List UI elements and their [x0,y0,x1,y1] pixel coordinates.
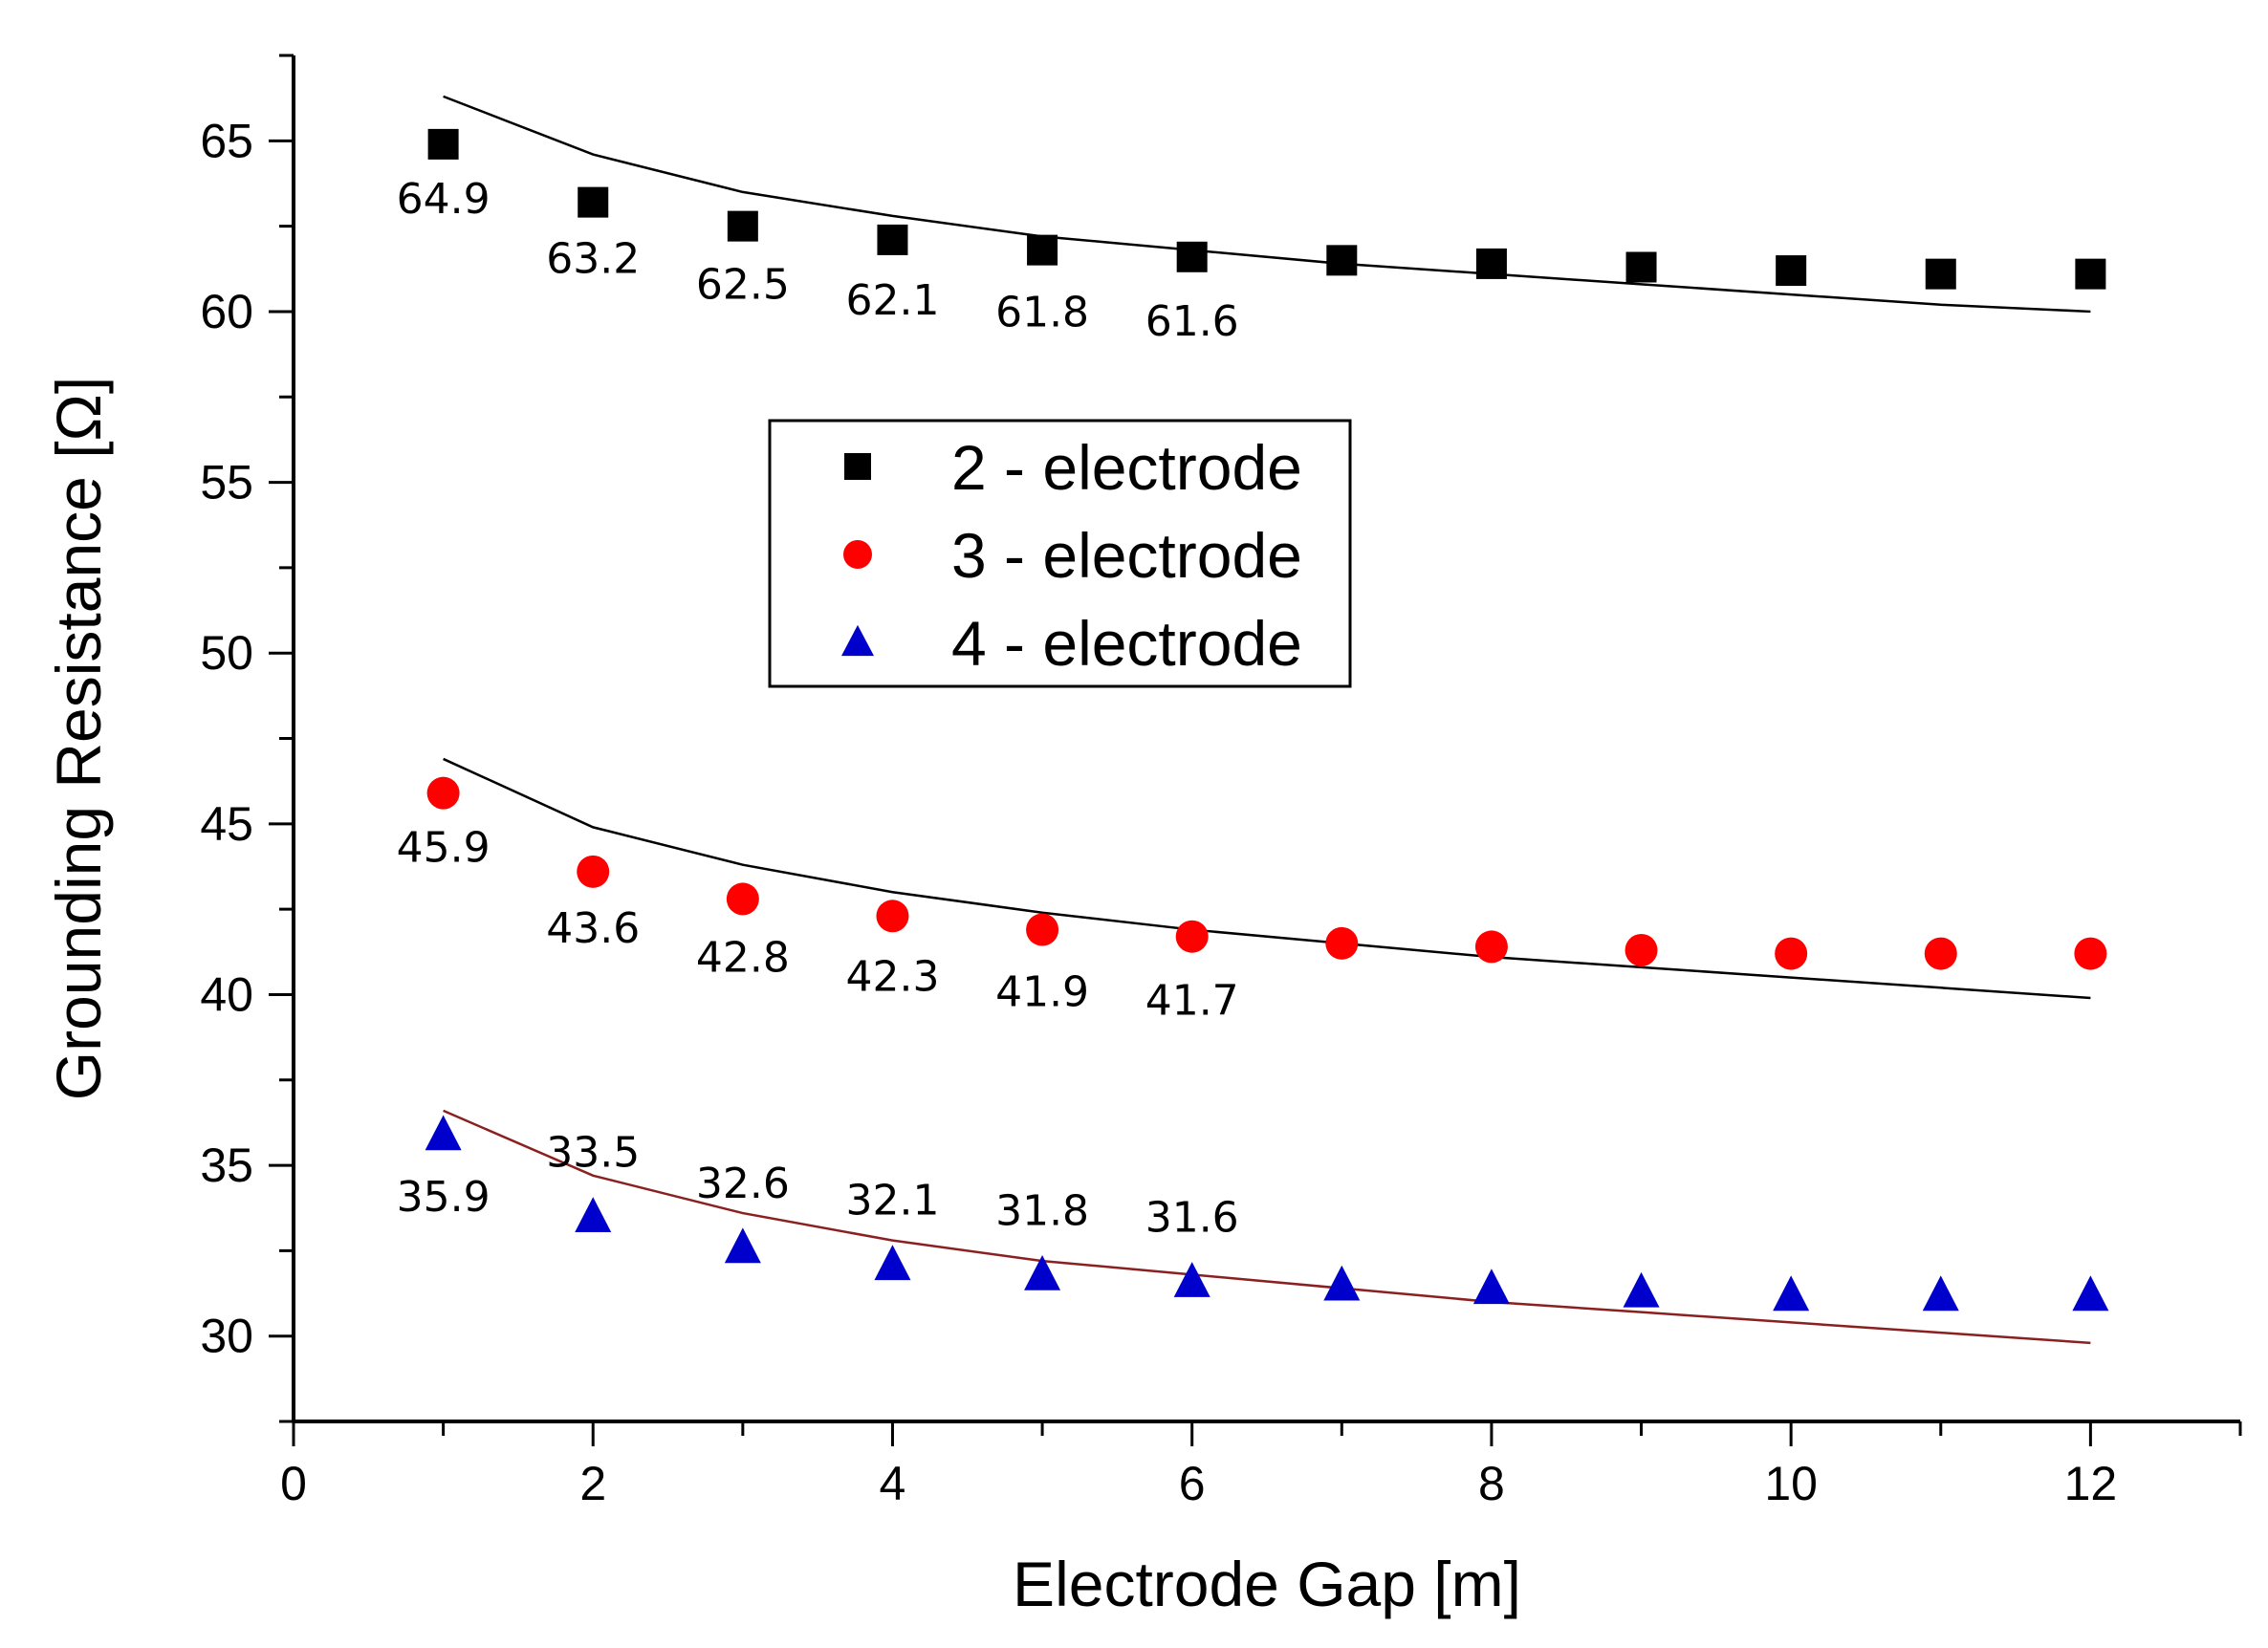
marker-triangle [1024,1254,1061,1290]
marker-square [578,186,609,218]
marker-circle [1474,930,1508,964]
x-tick-label: 6 [1179,1457,1206,1510]
legend-label: 3 - electrode [951,520,1302,591]
legend-marker-circle [843,540,872,569]
fit-line-series-4 [443,1109,2091,1345]
marker-triangle [425,1115,462,1151]
marker-square [2075,258,2106,290]
marker-square [1925,258,1956,290]
axes: 0 2 4 6 8 10 12 30 35 40 45 50 55 60 65 [200,54,2242,1510]
legend-label: 2 - electrode [951,432,1302,503]
data-labels: 64.9 63.2 62.5 62.1 61.8 61.6 45.9 43.6 42.8 42.3… [397,175,1239,1243]
data-label: 35.9 [397,1173,491,1222]
y-tick-label: 50 [200,626,253,680]
data-label: 43.6 [546,904,640,953]
marker-triangle [724,1227,761,1264]
y-tick-label: 60 [200,285,253,338]
x-tick-label: 10 [1764,1457,1818,1510]
marker-circle [1325,926,1359,960]
data-label: 41.9 [995,968,1089,1017]
y-tick-label: 30 [200,1310,253,1363]
marker-triangle [1623,1271,1660,1308]
marker-square [1475,248,1507,279]
x-tick-label: 2 [579,1457,606,1510]
data-label: 62.5 [696,261,790,310]
marker-square [1625,251,1657,283]
y-tick-label: 45 [200,797,253,851]
fit-line-series-3 [443,757,2091,1000]
marker-circle [1625,933,1658,966]
data-label: 63.2 [546,235,640,284]
marker-square [427,128,459,160]
x-tick-label: 4 [880,1457,906,1510]
data-label: 31.8 [995,1186,1089,1235]
data-label: 32.1 [845,1177,939,1225]
marker-square [1176,241,1208,272]
data-label: 45.9 [397,824,491,873]
marker-circle [1775,937,1808,970]
marker-square [1027,234,1058,266]
marker-triangle [1472,1269,1510,1305]
marker-triangle [1323,1265,1361,1301]
marker-square [727,210,758,242]
marker-circle [1924,937,1957,970]
data-label: 33.5 [546,1129,640,1178]
legend-marker-triangle [841,624,874,657]
legend: 2 - electrode 3 - electrode 4 - electrode [768,419,1352,688]
marker-triangle [575,1197,612,1233]
legend-label: 4 - electrode [951,608,1302,679]
y-tick-label: 35 [200,1138,253,1192]
marker-circle [426,776,460,810]
marker-triangle [1773,1275,1810,1312]
marker-square [877,224,908,255]
data-label: 41.7 [1145,977,1239,1026]
y-axis-title: Grounding Resistance [Ω] [43,377,114,1100]
marker-triangle [1922,1275,1959,1312]
data-markers [425,128,2109,1312]
y-tick-label: 55 [200,456,253,510]
data-label: 42.8 [696,933,790,982]
x-tick-label: 8 [1478,1457,1505,1510]
data-label: 61.6 [1145,297,1239,346]
data-label: 32.6 [696,1160,790,1208]
data-label: 64.9 [397,175,491,224]
y-tick-label: 65 [200,114,253,167]
marker-circle [876,900,909,933]
marker-triangle [2072,1275,2109,1312]
data-label: 61.8 [995,289,1089,337]
y-tick-label: 40 [200,967,253,1021]
marker-square [1776,255,1807,287]
fit-lines [443,95,2091,1345]
x-axis-title: Electrode Gap [m] [1013,1549,1521,1619]
x-tick-label: 0 [280,1457,307,1510]
marker-circle [1175,920,1209,953]
data-label: 42.3 [845,952,939,1001]
x-tick-label: 12 [2064,1457,2118,1510]
marker-triangle [874,1245,911,1281]
data-label: 31.6 [1145,1194,1239,1243]
marker-circle [1026,913,1059,946]
marker-circle [577,855,610,888]
legend-marker-square [844,453,871,480]
data-label: 62.1 [845,276,939,325]
marker-circle [726,882,759,916]
marker-square [1326,245,1358,276]
marker-triangle [1173,1262,1210,1297]
marker-circle [2074,937,2107,970]
fit-line-series-2 [443,95,2091,314]
